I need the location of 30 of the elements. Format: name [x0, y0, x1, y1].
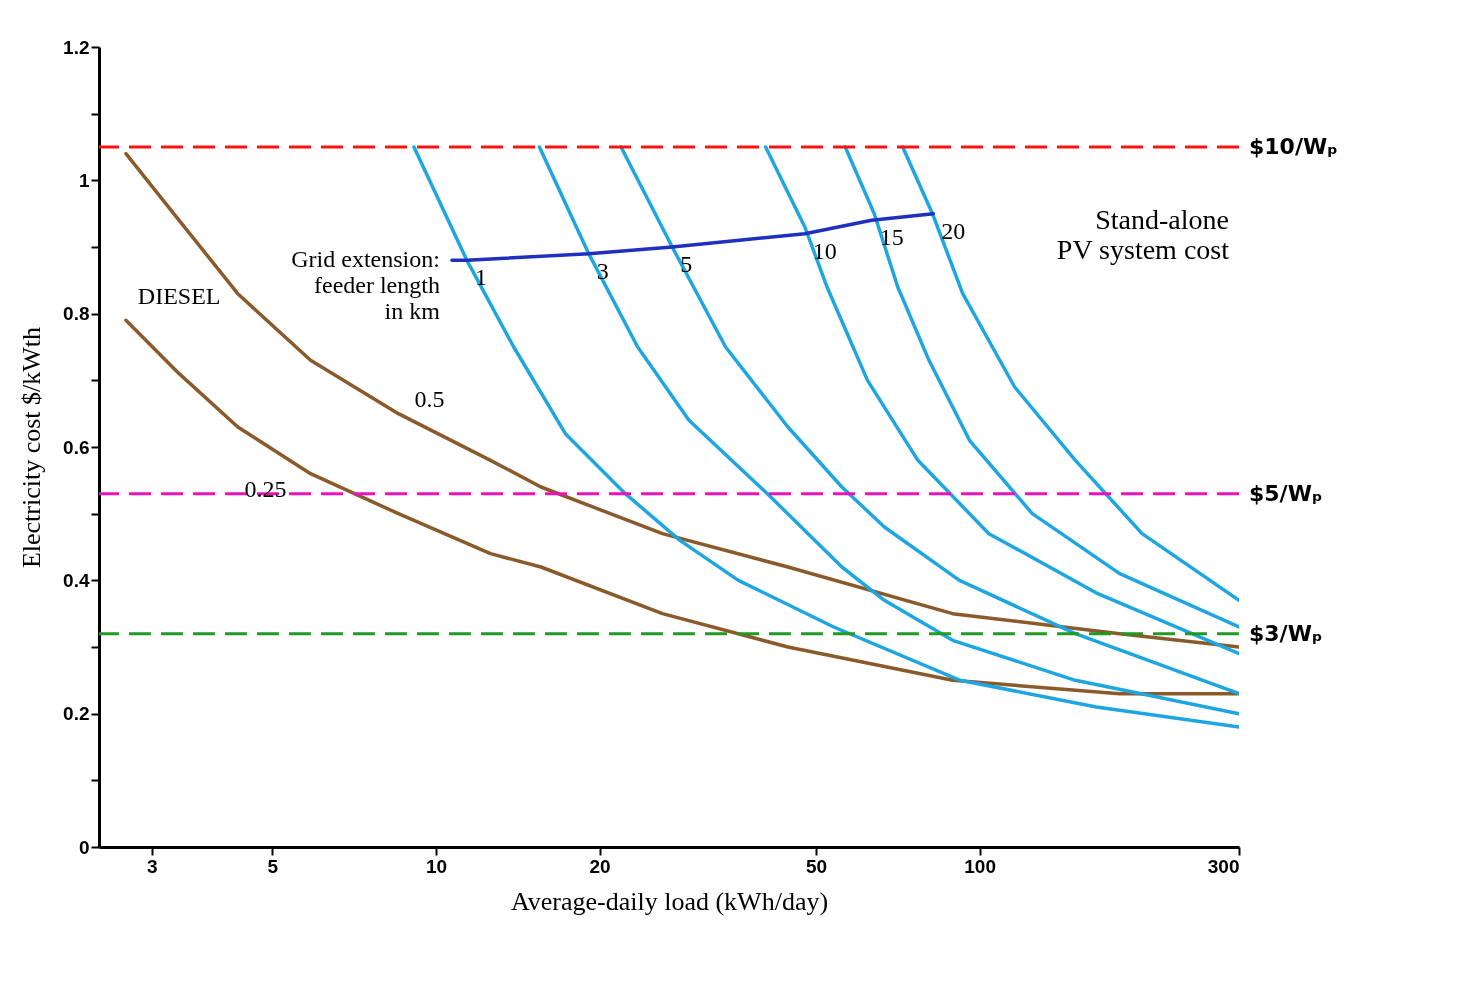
x-tick-label: 300 — [1207, 855, 1240, 877]
y-tick-label: 0.2 — [63, 703, 90, 725]
annotation: 20 — [941, 217, 966, 244]
annotation: 10 — [812, 237, 837, 264]
ref-line-label: $5/Wₚ — [1249, 480, 1323, 506]
ref-line-label: $3/Wₚ — [1249, 620, 1323, 646]
y-tick-label: 0.6 — [63, 436, 90, 458]
x-tick-label: 3 — [146, 855, 158, 877]
annotation: Stand-alone PV system cost — [1056, 204, 1230, 265]
y-tick-label: 0.4 — [63, 569, 90, 591]
y-tick-label: 0 — [78, 836, 90, 858]
x-tick-label: 20 — [589, 855, 611, 877]
ref-line-label: $10/Wₚ — [1249, 134, 1338, 159]
x-tick-label: 50 — [805, 855, 828, 877]
annotation: 1 — [474, 264, 487, 291]
annotation: Grid extension: feeder length in km — [291, 246, 441, 325]
annotation: 15 — [879, 224, 904, 251]
y-tick-label: 1 — [78, 169, 90, 191]
annotation: 3 — [596, 257, 609, 284]
annotation: 0.25 — [244, 475, 287, 502]
annotation: 5 — [680, 251, 693, 277]
x-tick-label: 5 — [267, 855, 279, 877]
series-label: DIESEL — [137, 283, 221, 309]
y-tick-label: 1.2 — [63, 36, 90, 58]
annotation: 0.5 — [414, 385, 445, 412]
x-tick-label: 100 — [964, 855, 996, 877]
x-axis-title: Average-daily load (kWh/day) — [510, 886, 829, 916]
y-axis-title: Electricity cost $/kWth — [17, 326, 47, 569]
x-tick-label: 10 — [425, 855, 448, 877]
y-tick-label: 0.8 — [63, 303, 90, 325]
